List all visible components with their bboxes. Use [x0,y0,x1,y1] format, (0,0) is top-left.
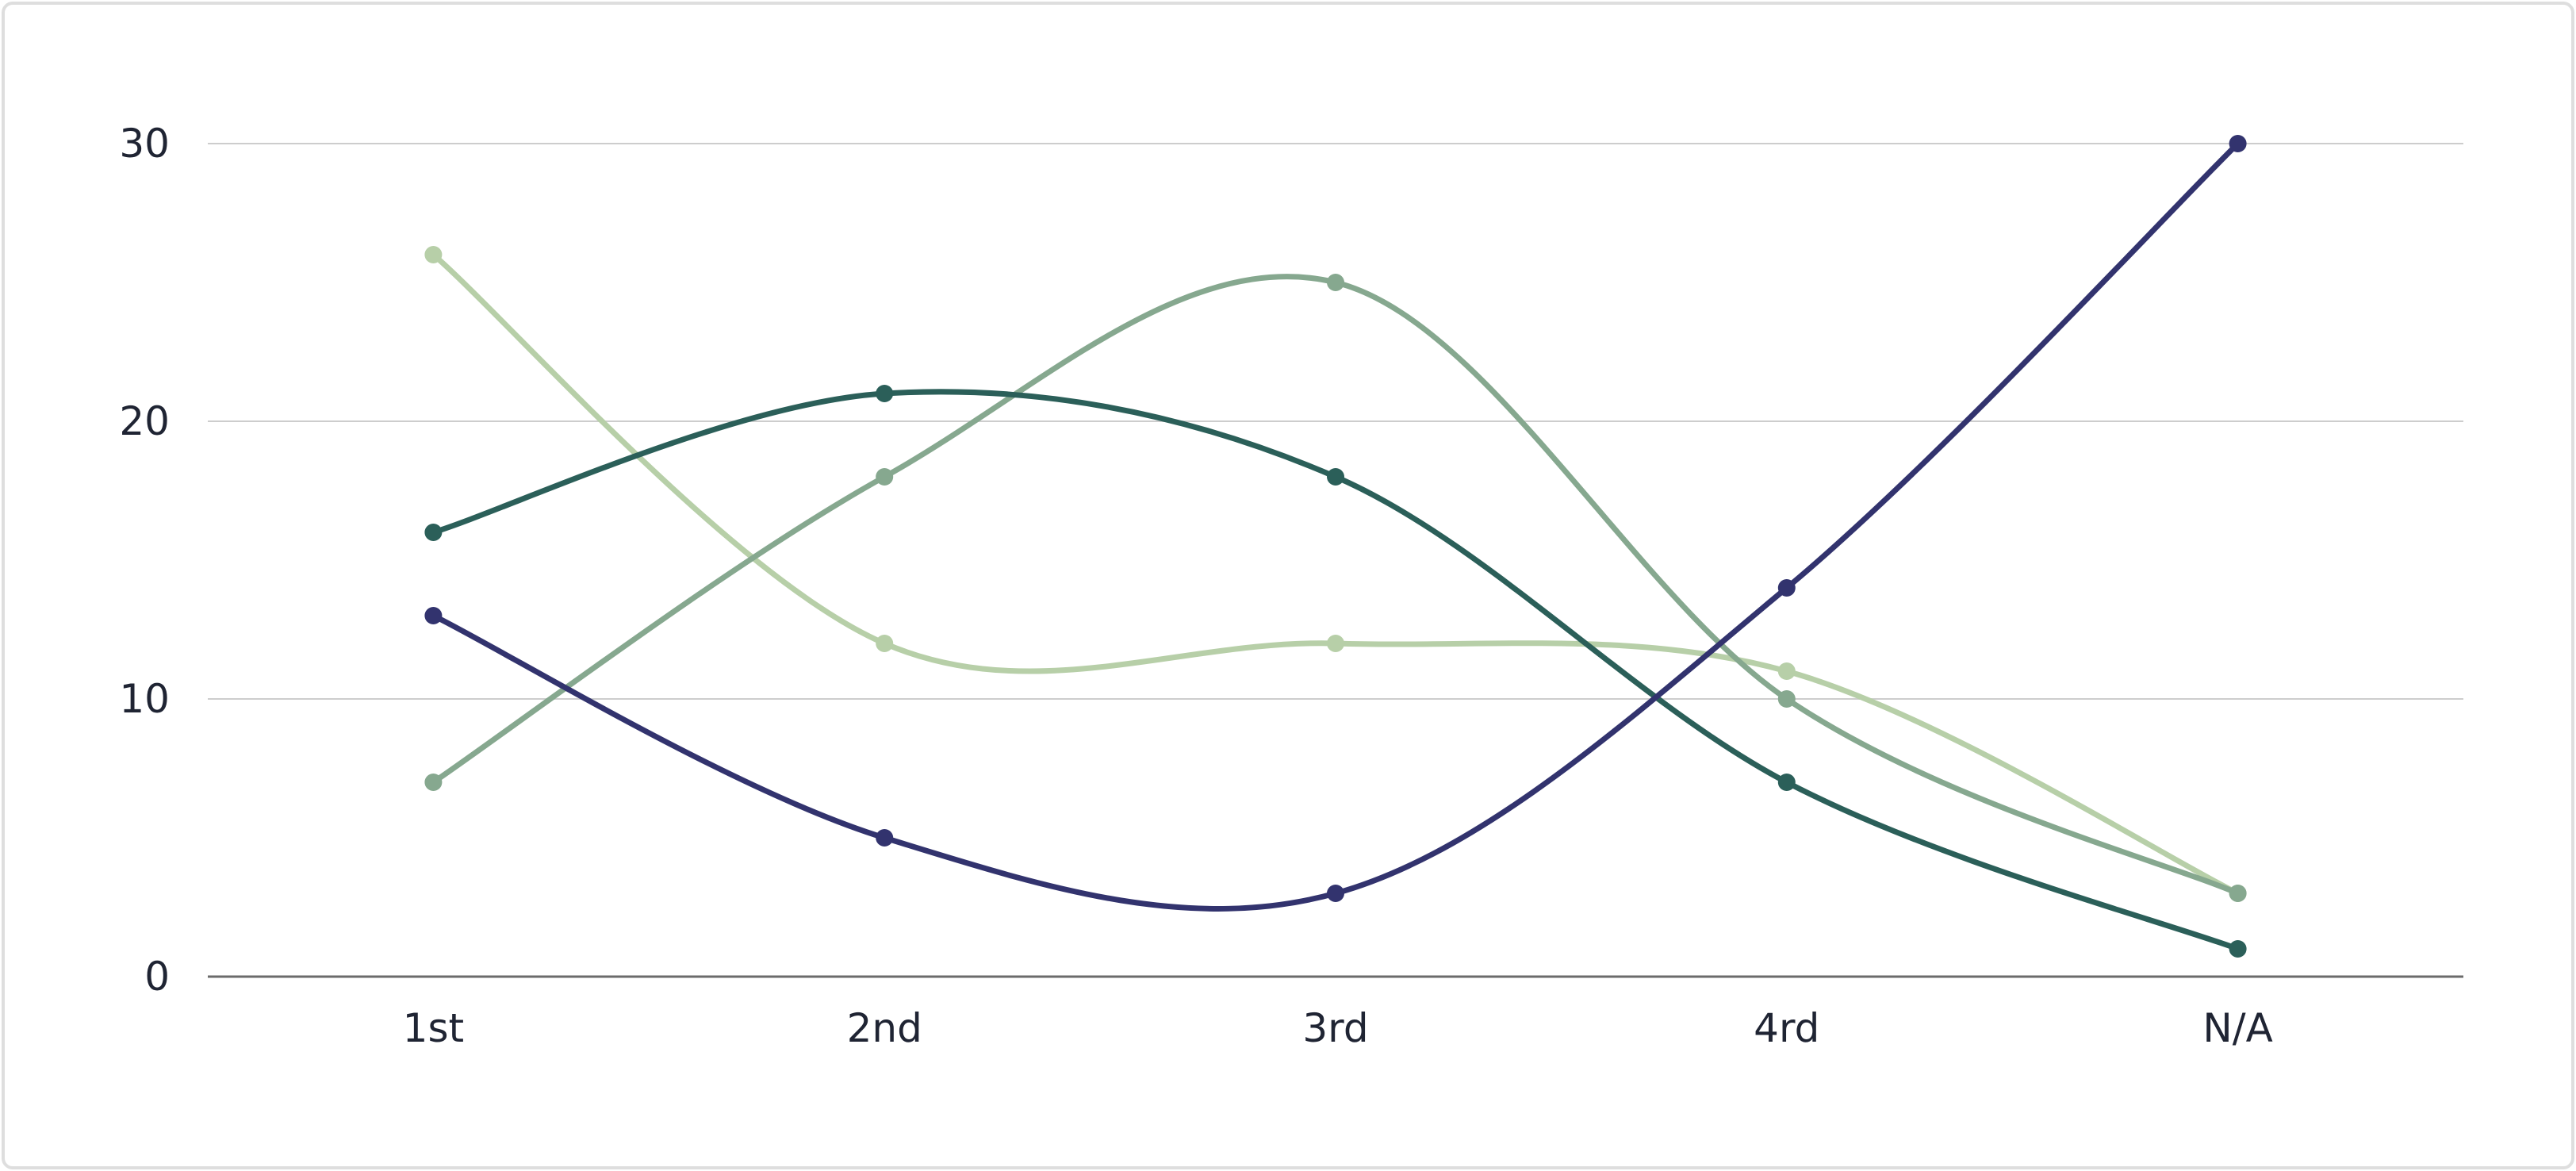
x-tick-label: 3rd [1302,1005,1368,1051]
series-line [430,251,2241,896]
series-2 [424,274,2247,902]
x-axis-ticks: 1st 2nd 3rd 4rd N/A [403,1005,2273,1051]
data-point [1327,635,1344,652]
data-point [1327,274,1344,291]
x-tick-label: 4rd [1754,1005,1819,1051]
data-point [424,774,443,791]
data-point [2229,940,2247,958]
x-tick-label: N/A [2202,1005,2272,1051]
x-tick-label: 2nd [847,1005,922,1051]
y-tick-label: 0 [144,954,170,1000]
y-axis-ticks: 0 10 20 30 [119,121,170,1000]
series-4 [424,135,2247,912]
data-point [424,246,443,263]
series-lines [424,135,2247,958]
x-tick-label: 1st [403,1005,464,1051]
series-3 [424,385,2247,958]
data-point [876,468,894,486]
y-tick-label: 20 [119,398,170,444]
data-point [2229,885,2247,902]
data-point [1777,690,1796,708]
data-point [2229,135,2247,152]
data-point [1777,662,1796,680]
data-point [424,524,443,541]
data-point [876,385,894,402]
data-point [1777,579,1796,597]
series-1 [424,246,2247,902]
data-point [876,829,894,847]
series-line [430,140,2241,912]
series-line [430,274,2241,896]
data-point [876,635,894,652]
data-point [424,607,443,624]
data-point [1327,468,1344,486]
data-point [1327,885,1344,902]
y-tick-label: 10 [119,676,170,722]
y-tick-label: 30 [119,121,170,167]
data-point [1777,774,1796,791]
